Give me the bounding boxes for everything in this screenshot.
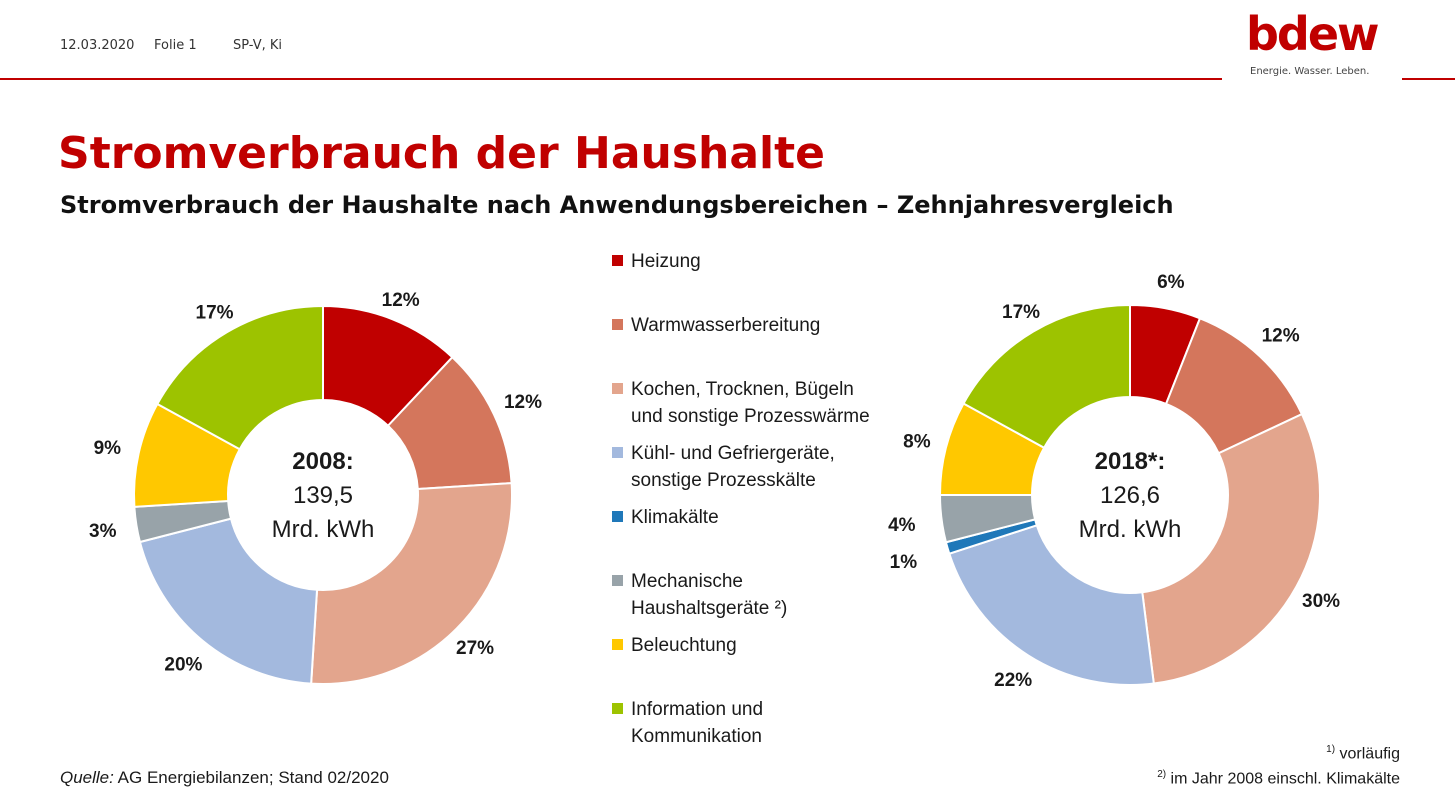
data-label: 20%	[164, 655, 202, 676]
page-title: Stromverbrauch der Haushalte	[58, 128, 826, 179]
data-label: 12%	[1262, 326, 1300, 347]
legend-swatch	[612, 447, 623, 458]
center-year: 2018*:	[1095, 448, 1166, 475]
legend-label: Beleuchtung	[631, 635, 737, 656]
data-label: 4%	[888, 515, 916, 536]
legend-label: Warmwasserbereitung	[631, 315, 821, 336]
footnote-2008-note: 2) im Jahr 2008 einschl. Klimakälte	[1157, 769, 1400, 788]
header-rule-right	[1402, 78, 1455, 80]
donut-slice	[138, 517, 319, 685]
source-text: AG Energiebilanzen; Stand 02/2020	[113, 768, 389, 787]
donut-slice	[948, 524, 1155, 686]
legend-swatch	[612, 511, 623, 522]
center-unit: Mrd. kWh	[272, 516, 375, 543]
footnote-text: im Jahr 2008 einschl. Klimakälte	[1166, 770, 1400, 788]
legend-swatch	[612, 703, 623, 714]
center-unit: Mrd. kWh	[1079, 516, 1182, 543]
slide-date: 12.03.2020	[60, 38, 135, 53]
data-label: 9%	[94, 438, 122, 459]
data-label: 8%	[903, 431, 931, 452]
legend-label: Kochen, Trocknen, Bügeln und sonstige Pr…	[631, 379, 870, 427]
center-value: 139,5	[293, 482, 353, 509]
donut-chart-2018: 6% 12% 30% 22% 1% 4% 8% 17% 2018*: 126,6 Mrd. kWh	[888, 272, 1340, 691]
legend-swatch	[612, 319, 623, 330]
donut-slice	[156, 304, 324, 451]
donut-slice	[962, 303, 1131, 450]
bdew-logo: bdew Energie. Wasser. Leben.	[1246, 7, 1380, 78]
slide-author: SP-V, Ki	[233, 38, 283, 53]
legend-label: Heizung	[631, 251, 701, 272]
legend-swatch	[612, 255, 623, 266]
slide-number: Folie 1	[154, 38, 197, 53]
data-label: 17%	[196, 303, 234, 324]
data-label: 27%	[456, 638, 494, 659]
legend-label: Information und Kommunikation	[631, 699, 764, 747]
legend-label: Kühl- und Gefriergeräte, sonstige Prozes…	[631, 443, 835, 491]
donut-slice	[1141, 412, 1321, 685]
source-prefix: Quelle:	[60, 768, 114, 787]
logo-wordmark: bdew	[1246, 7, 1380, 61]
data-label: 22%	[994, 670, 1032, 691]
logo-tagline: Energie. Wasser. Leben.	[1250, 66, 1370, 77]
data-label: 6%	[1157, 272, 1185, 293]
footnote-mark: 2)	[1157, 769, 1167, 780]
header-rule-left	[0, 78, 1222, 80]
donut-slice	[310, 482, 513, 685]
data-label: 3%	[89, 521, 117, 542]
footnote-text: vorläufig	[1335, 745, 1400, 763]
data-label: 30%	[1302, 591, 1340, 612]
legend-swatch	[612, 383, 623, 394]
data-label: 1%	[890, 552, 918, 573]
data-label: 17%	[1002, 302, 1040, 323]
page-subtitle: Stromverbrauch der Haushalte nach Anwend…	[60, 191, 1174, 219]
legend-swatch	[612, 575, 623, 586]
source-note: Quelle: AG Energiebilanzen; Stand 02/202…	[60, 768, 389, 788]
center-value: 126,6	[1100, 482, 1160, 509]
center-year: 2008:	[292, 448, 353, 475]
legend-swatch	[612, 639, 623, 650]
data-label: 12%	[504, 392, 542, 413]
legend-label: Mechanische Haushaltsgeräte ²)	[631, 571, 788, 619]
donut-chart-2008: 12% 12% 27% 20% 3% 9% 17% 2008: 139,5 Mrd. kWh	[89, 290, 542, 685]
footnote-preliminary: 1) vorläufig	[1326, 744, 1400, 763]
footnote-mark: 1)	[1326, 744, 1336, 755]
data-label: 12%	[382, 290, 420, 311]
legend-label: Klimakälte	[631, 507, 719, 528]
